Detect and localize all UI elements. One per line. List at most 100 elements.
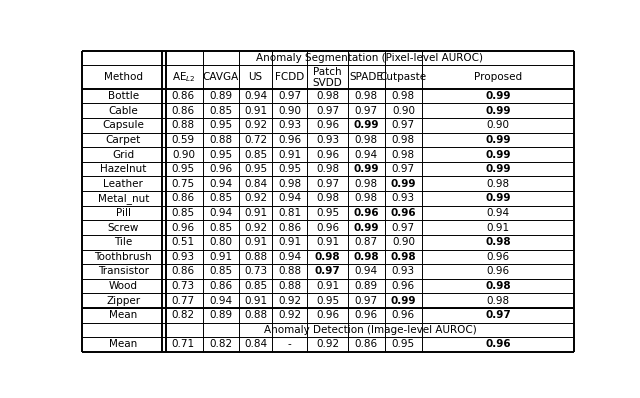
Text: 0.93: 0.93 xyxy=(278,120,301,130)
Text: FCDD: FCDD xyxy=(275,72,305,82)
Text: 0.86: 0.86 xyxy=(172,106,195,116)
Text: 0.96: 0.96 xyxy=(485,339,511,349)
Text: 0.98: 0.98 xyxy=(315,252,340,262)
Text: 0.92: 0.92 xyxy=(316,339,339,349)
Text: 0.93: 0.93 xyxy=(392,193,415,203)
Text: Transistor: Transistor xyxy=(98,266,149,277)
Text: Toothbrush: Toothbrush xyxy=(95,252,152,262)
Text: 0.92: 0.92 xyxy=(244,222,267,232)
Text: Wood: Wood xyxy=(109,281,138,291)
Text: 0.96: 0.96 xyxy=(316,222,339,232)
Text: 0.90: 0.90 xyxy=(392,237,415,247)
Text: 0.97: 0.97 xyxy=(355,296,378,306)
Text: Capsule: Capsule xyxy=(102,120,145,130)
Text: 0.99: 0.99 xyxy=(390,296,416,306)
Text: 0.82: 0.82 xyxy=(209,339,232,349)
Text: 0.94: 0.94 xyxy=(278,193,301,203)
Text: 0.91: 0.91 xyxy=(244,106,267,116)
Text: CAVGA: CAVGA xyxy=(202,72,239,82)
Text: 0.96: 0.96 xyxy=(486,252,509,262)
Text: 0.99: 0.99 xyxy=(353,120,379,130)
Text: 0.95: 0.95 xyxy=(392,339,415,349)
Text: 0.93: 0.93 xyxy=(392,266,415,277)
Text: 0.99: 0.99 xyxy=(353,222,379,232)
Text: 0.96: 0.96 xyxy=(392,281,415,291)
Text: 0.96: 0.96 xyxy=(353,208,379,218)
Text: 0.96: 0.96 xyxy=(355,310,378,320)
Text: 0.97: 0.97 xyxy=(278,91,301,101)
Text: 0.59: 0.59 xyxy=(172,135,195,145)
Text: 0.98: 0.98 xyxy=(486,296,509,306)
Text: Mean: Mean xyxy=(109,339,138,349)
Text: 0.99: 0.99 xyxy=(485,106,511,116)
Text: 0.85: 0.85 xyxy=(244,281,267,291)
Text: 0.51: 0.51 xyxy=(172,237,195,247)
Text: 0.77: 0.77 xyxy=(172,296,195,306)
Text: 0.97: 0.97 xyxy=(355,106,378,116)
Text: 0.88: 0.88 xyxy=(244,310,267,320)
Text: 0.98: 0.98 xyxy=(316,91,339,101)
Text: 0.93: 0.93 xyxy=(172,252,195,262)
Text: 0.98: 0.98 xyxy=(392,91,415,101)
Text: 0.86: 0.86 xyxy=(172,266,195,277)
Text: 0.88: 0.88 xyxy=(244,252,267,262)
Text: 0.95: 0.95 xyxy=(244,164,267,174)
Text: 0.96: 0.96 xyxy=(172,222,195,232)
Text: 0.95: 0.95 xyxy=(316,208,339,218)
Text: 0.98: 0.98 xyxy=(316,164,339,174)
Text: 0.96: 0.96 xyxy=(316,120,339,130)
Text: 0.92: 0.92 xyxy=(278,296,301,306)
Text: Method: Method xyxy=(104,72,143,82)
Text: 0.97: 0.97 xyxy=(316,106,339,116)
Text: 0.97: 0.97 xyxy=(392,222,415,232)
Text: 0.96: 0.96 xyxy=(209,164,232,174)
Text: 0.95: 0.95 xyxy=(172,164,195,174)
Text: 0.91: 0.91 xyxy=(278,150,301,160)
Text: Tile: Tile xyxy=(115,237,132,247)
Text: 0.73: 0.73 xyxy=(172,281,195,291)
Text: 0.99: 0.99 xyxy=(485,91,511,101)
Text: 0.99: 0.99 xyxy=(485,135,511,145)
Text: Anomaly Detection (Image-level AUROC): Anomaly Detection (Image-level AUROC) xyxy=(264,325,476,335)
Text: 0.90: 0.90 xyxy=(486,120,509,130)
Text: 0.91: 0.91 xyxy=(209,252,232,262)
Text: 0.75: 0.75 xyxy=(172,179,195,189)
Text: 0.97: 0.97 xyxy=(315,266,340,277)
Text: 0.98: 0.98 xyxy=(278,179,301,189)
Text: 0.89: 0.89 xyxy=(355,281,378,291)
Text: 0.97: 0.97 xyxy=(392,164,415,174)
Text: 0.98: 0.98 xyxy=(390,252,416,262)
Text: 0.85: 0.85 xyxy=(244,150,267,160)
Text: 0.88: 0.88 xyxy=(278,281,301,291)
Text: Cutpaste: Cutpaste xyxy=(380,72,427,82)
Text: Proposed: Proposed xyxy=(474,72,522,82)
Text: Zipper: Zipper xyxy=(106,296,140,306)
Text: 0.87: 0.87 xyxy=(355,237,378,247)
Text: 0.99: 0.99 xyxy=(390,179,416,189)
Text: 0.91: 0.91 xyxy=(244,237,267,247)
Text: 0.98: 0.98 xyxy=(485,237,511,247)
Text: Cable: Cable xyxy=(109,106,138,116)
Text: 0.84: 0.84 xyxy=(244,179,267,189)
Text: Anomaly Segmentation (Pixel-level AUROC): Anomaly Segmentation (Pixel-level AUROC) xyxy=(257,53,483,63)
Text: 0.71: 0.71 xyxy=(172,339,195,349)
Text: 0.96: 0.96 xyxy=(316,310,339,320)
Text: 0.91: 0.91 xyxy=(278,237,301,247)
Text: -: - xyxy=(288,339,292,349)
Text: 0.96: 0.96 xyxy=(316,150,339,160)
Text: 0.81: 0.81 xyxy=(278,208,301,218)
Text: 0.96: 0.96 xyxy=(278,135,301,145)
Text: 0.98: 0.98 xyxy=(355,179,378,189)
Text: 0.99: 0.99 xyxy=(485,193,511,203)
Text: 0.94: 0.94 xyxy=(209,179,232,189)
Text: 0.94: 0.94 xyxy=(209,208,232,218)
Text: 0.94: 0.94 xyxy=(244,91,267,101)
Text: 0.86: 0.86 xyxy=(172,193,195,203)
Text: 0.94: 0.94 xyxy=(355,266,378,277)
Text: 0.93: 0.93 xyxy=(316,135,339,145)
Text: AE$_{L2}$: AE$_{L2}$ xyxy=(172,70,195,84)
Text: 0.97: 0.97 xyxy=(316,179,339,189)
Text: 0.91: 0.91 xyxy=(244,208,267,218)
Text: 0.80: 0.80 xyxy=(209,237,232,247)
Text: 0.95: 0.95 xyxy=(278,164,301,174)
